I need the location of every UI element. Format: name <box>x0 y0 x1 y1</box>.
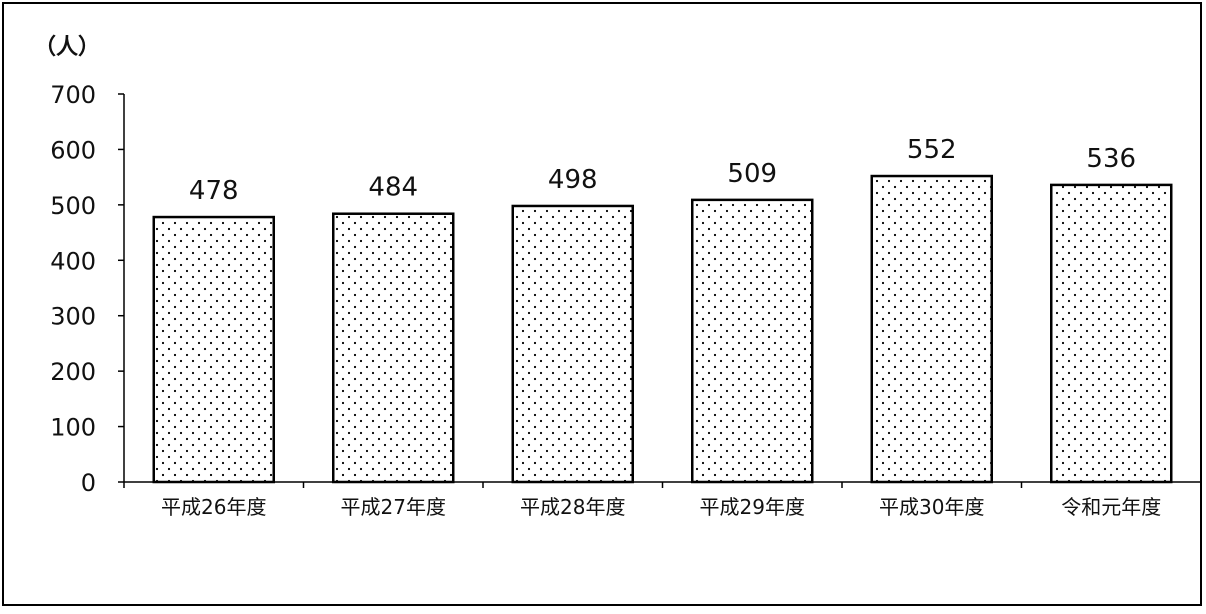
bar-chart: （人） 0 100 200 300 400 500 600 700 478 484 498 509 5… <box>34 35 1202 519</box>
y-tick-label: 600 <box>50 136 96 164</box>
y-tick-label: 300 <box>50 303 96 331</box>
data-label: 498 <box>548 165 598 195</box>
y-tick-label: 700 <box>50 81 96 109</box>
data-label: 536 <box>1086 144 1136 174</box>
y-tick-label: 500 <box>50 192 96 220</box>
bar <box>1050 183 1173 484</box>
x-tick-label: 平成29年度 <box>700 495 805 519</box>
x-tick-label: 平成30年度 <box>879 495 984 519</box>
data-label: 509 <box>727 159 777 189</box>
bar <box>691 198 814 484</box>
y-unit-label: （人） <box>34 35 100 60</box>
y-tick-label: 200 <box>50 358 96 386</box>
bar <box>870 174 993 484</box>
data-label: 552 <box>907 135 957 165</box>
x-tick-label: 平成26年度 <box>161 495 266 519</box>
x-tick-label: 平成27年度 <box>341 495 446 519</box>
chart-frame: （人） 0 100 200 300 400 500 600 700 478 484 498 509 5… <box>2 2 1202 606</box>
data-label: 478 <box>189 176 239 206</box>
data-label: 484 <box>368 173 418 203</box>
bar <box>511 204 634 484</box>
x-axis: 平成26年度 平成27年度 平成28年度 平成29年度 平成30年度 令和元年度 <box>123 481 1202 519</box>
x-tick-label: 平成28年度 <box>520 495 625 519</box>
y-axis: 0 100 200 300 400 500 600 700 <box>50 81 125 497</box>
bar <box>152 215 275 484</box>
bars: 478 484 498 509 552 536 <box>152 135 1173 484</box>
y-tick-label: 0 <box>81 469 96 497</box>
y-tick-label: 400 <box>50 247 96 275</box>
x-tick-label: 令和元年度 <box>1061 495 1161 519</box>
bar <box>332 212 455 484</box>
y-tick-label: 100 <box>50 414 96 442</box>
